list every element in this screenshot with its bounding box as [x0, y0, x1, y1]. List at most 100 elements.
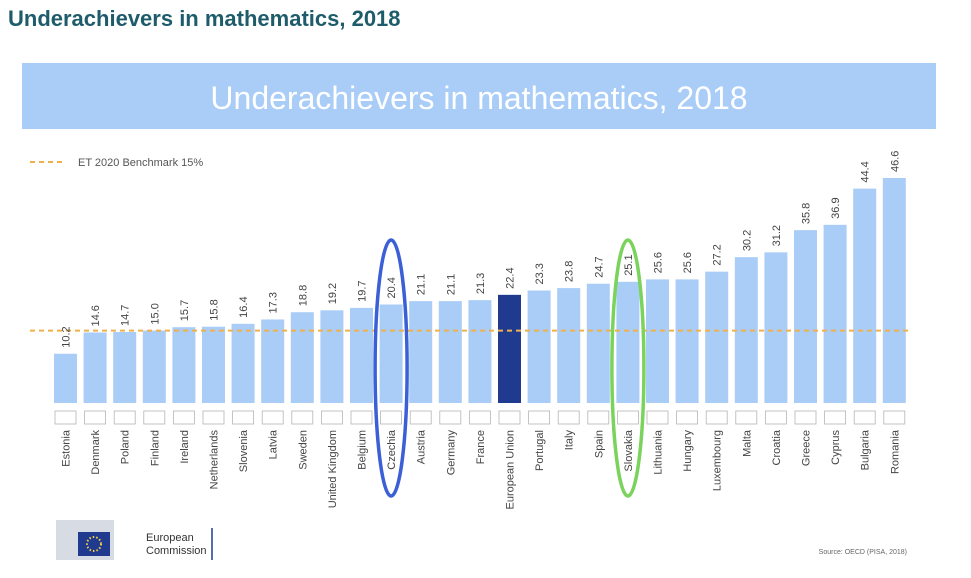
bar-slovakia	[616, 281, 640, 403]
value-label-austria: 21.1	[416, 274, 428, 295]
value-label-denmark: 14.6	[90, 305, 102, 326]
flag-lithuania-icon	[646, 410, 669, 425]
eu-stars-icon	[86, 536, 102, 552]
category-label-estonia: Estonia	[61, 429, 73, 467]
bar-germany	[438, 301, 462, 403]
category-label-spain: Spain	[593, 430, 605, 458]
eu-flag-icon	[78, 532, 110, 556]
bar-greece	[794, 230, 817, 403]
bar-netherlands	[202, 326, 225, 403]
bar-malta	[734, 257, 758, 403]
flag-austria-icon	[409, 410, 432, 425]
bar-denmark	[83, 332, 107, 403]
value-label-spain: 24.7	[593, 256, 605, 277]
category-label-italy: Italy	[564, 430, 576, 451]
highlight-ring-slovakia	[610, 238, 646, 498]
bar-sweden	[290, 312, 314, 403]
bar-romania	[882, 178, 906, 403]
flag-czechia-icon	[380, 410, 403, 425]
flag-italy-icon	[557, 410, 580, 425]
value-label-greece: 35.8	[801, 203, 813, 224]
benchmark-legend-label: ET 2020 Benchmark 15%	[78, 157, 203, 169]
flag-greece-icon	[794, 410, 817, 425]
category-label-hungary: Hungary	[682, 430, 694, 472]
value-label-france: 21.3	[475, 273, 487, 294]
category-label-lithuania: Lithuania	[653, 429, 665, 475]
category-label-ireland: Ireland	[179, 430, 191, 464]
category-label-european-union: European Union	[505, 430, 517, 510]
value-label-finland: 15.0	[149, 303, 161, 324]
value-label-estonia: 10.2	[61, 326, 73, 347]
value-label-germany: 21.1	[445, 274, 457, 295]
category-label-france: France	[475, 430, 487, 464]
category-label-luxembourg: Luxembourg	[712, 430, 724, 491]
chart-title-banner	[22, 63, 936, 129]
value-label-czechia: 20.4	[386, 277, 398, 298]
bar-czechia	[379, 304, 403, 403]
bar-finland	[142, 330, 166, 403]
flag-denmark-icon	[84, 410, 106, 425]
bar-hungary	[675, 279, 699, 403]
bar-latvia	[261, 319, 285, 403]
value-label-bulgaria: 44.4	[860, 161, 872, 182]
category-label-slovenia: Slovenia	[238, 429, 250, 472]
bar-poland	[113, 332, 137, 403]
value-label-ireland: 15.7	[179, 300, 191, 321]
bar-portugal	[527, 290, 551, 403]
source-note: Source: OECD (PISA, 2018)	[818, 549, 907, 556]
category-label-poland: Poland	[120, 430, 132, 464]
bar-croatia	[764, 252, 788, 403]
bar-lithuania	[646, 279, 669, 403]
value-label-belgium: 19.7	[357, 280, 369, 301]
value-label-sweden: 18.8	[297, 285, 309, 306]
flag-latvia-icon	[261, 410, 284, 425]
flag-cyprus-icon	[824, 410, 846, 425]
value-label-slovakia: 25.1	[623, 254, 635, 275]
category-label-finland: Finland	[149, 430, 161, 466]
value-label-netherlands: 15.8	[209, 299, 221, 320]
value-label-portugal: 23.3	[534, 263, 546, 284]
flag-bulgaria-icon	[853, 410, 876, 425]
category-label-united-kingdom: United Kingdom	[327, 430, 339, 508]
category-label-slovakia: Slovakia	[623, 429, 635, 471]
bar-ireland	[172, 327, 196, 403]
flag-european-union-icon	[498, 410, 521, 425]
category-label-croatia: Croatia	[771, 429, 783, 465]
value-label-lithuania: 25.6	[653, 252, 665, 273]
flag-germany-icon	[439, 410, 462, 425]
eu-logo	[56, 520, 213, 560]
value-label-croatia: 31.2	[771, 225, 783, 246]
logo-line-1: European	[146, 532, 194, 544]
flag-ireland-icon	[172, 410, 195, 425]
category-label-germany: Germany	[445, 430, 457, 476]
bar-united-kingdom	[320, 310, 344, 403]
highlight-ring-czechia	[373, 238, 409, 498]
category-label-latvia: Latvia	[268, 429, 280, 459]
category-label-austria: Austria	[416, 429, 428, 464]
category-label-czechia: Czechia	[386, 429, 398, 470]
value-label-slovenia: 16.4	[238, 296, 250, 317]
chart-title: Underachievers in mathematics, 2018	[210, 80, 747, 116]
bar-estonia	[54, 353, 77, 403]
bar-slovenia	[231, 323, 255, 403]
flag-luxembourg-icon	[705, 410, 728, 425]
bar-european-union	[498, 294, 521, 403]
value-label-united-kingdom: 19.2	[327, 283, 339, 304]
flag-sweden-icon	[291, 410, 314, 425]
bar-austria	[409, 301, 433, 403]
category-label-cyprus: Cyprus	[830, 430, 842, 465]
bar-belgium	[350, 307, 373, 403]
category-label-malta: Malta	[741, 429, 753, 457]
category-label-sweden: Sweden	[297, 430, 309, 470]
flag-netherlands-icon	[202, 410, 225, 425]
flag-portugal-icon	[528, 410, 550, 425]
category-label-belgium: Belgium	[357, 430, 369, 470]
flag-romania-icon	[883, 410, 906, 425]
flag-slovenia-icon	[232, 410, 255, 425]
category-label-portugal: Portugal	[534, 430, 546, 471]
bar-spain	[586, 283, 610, 403]
bar-cyprus	[823, 224, 847, 403]
category-label-denmark: Denmark	[90, 430, 102, 475]
value-label-latvia: 17.3	[268, 292, 280, 313]
